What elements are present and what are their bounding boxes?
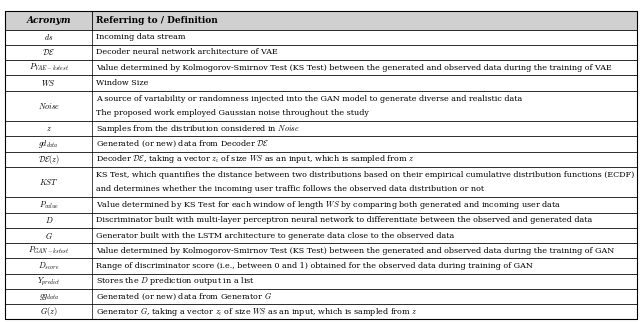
Bar xyxy=(5,90,637,121)
Text: $\mathcal{DE}$: $\mathcal{DE}$ xyxy=(42,47,55,57)
Text: Samples from the distribution considered in $Noise$: Samples from the distribution considered… xyxy=(96,123,300,135)
Text: Incoming data stream: Incoming data stream xyxy=(96,33,186,41)
Text: Value determined by KS Test for each window of length $WS$ by comparing both gen: Value determined by KS Test for each win… xyxy=(96,199,561,211)
Text: $P_{VAE-kstest}$: $P_{VAE-kstest}$ xyxy=(29,62,68,73)
Text: $G$: $G$ xyxy=(45,230,53,241)
Text: Range of discriminator score (i.e., between 0 and 1) obtained for the observed d: Range of discriminator score (i.e., betw… xyxy=(96,262,533,270)
Text: A source of variability or randomness injected into the GAN model to generate di: A source of variability or randomness in… xyxy=(96,95,522,103)
Bar xyxy=(5,304,637,319)
Bar xyxy=(5,11,637,30)
Text: $gd_{data}$: $gd_{data}$ xyxy=(38,138,59,150)
Bar xyxy=(5,152,637,167)
Text: Acronym: Acronym xyxy=(26,16,71,25)
Text: $ds$: $ds$ xyxy=(44,32,54,42)
Text: KS Test, which quantifies the distance between two distributions based on their : KS Test, which quantifies the distance b… xyxy=(96,171,635,179)
Bar xyxy=(5,60,637,75)
Text: $D$: $D$ xyxy=(45,215,53,225)
Text: Generator $G$, taking a vector $z_i$ of size $WS$ as an input, which is sampled : Generator $G$, taking a vector $z_i$ of … xyxy=(96,305,418,318)
Text: $WS$: $WS$ xyxy=(42,78,56,88)
Bar xyxy=(5,121,637,136)
Text: $\mathcal{DE}(z)$: $\mathcal{DE}(z)$ xyxy=(38,153,60,166)
Text: Referring to / Definition: Referring to / Definition xyxy=(96,16,218,25)
Text: Generator built with the LSTM architecture to generate data close to the observe: Generator built with the LSTM architectu… xyxy=(96,232,454,240)
Text: $gg_{data}$: $gg_{data}$ xyxy=(38,291,59,301)
Text: Stores the $D$ prediction output in a list: Stores the $D$ prediction output in a li… xyxy=(96,275,255,287)
Text: $D_{score}$: $D_{score}$ xyxy=(38,260,60,272)
Bar xyxy=(5,167,637,197)
Text: Window Size: Window Size xyxy=(96,79,148,87)
Text: $P_{GAN-kstest}$: $P_{GAN-kstest}$ xyxy=(28,245,70,256)
Text: and determines whether the incoming user traffic follows the observed data distr: and determines whether the incoming user… xyxy=(96,185,484,193)
Bar xyxy=(5,274,637,289)
Text: $G(z)$: $G(z)$ xyxy=(40,305,58,318)
Text: The proposed work employed Gaussian noise throughout the study: The proposed work employed Gaussian nois… xyxy=(96,109,369,117)
Bar xyxy=(5,75,637,90)
Bar xyxy=(5,243,637,258)
Text: $Y_{predict}$: $Y_{predict}$ xyxy=(37,275,61,287)
Text: $P_{value}$: $P_{value}$ xyxy=(38,199,59,211)
Text: Generated (or new) data from Decoder $\mathcal{DE}$: Generated (or new) data from Decoder $\m… xyxy=(96,139,269,149)
Bar xyxy=(5,228,637,243)
Text: Decoder $\mathcal{DE}$, taking a vector $z_i$ of size $WS$ as an input, which is: Decoder $\mathcal{DE}$, taking a vector … xyxy=(96,153,415,165)
Bar xyxy=(5,136,637,152)
Bar xyxy=(5,289,637,304)
Bar xyxy=(5,258,637,274)
Text: Generated (or new) data from Generator $G$: Generated (or new) data from Generator $… xyxy=(96,291,273,302)
Bar xyxy=(5,30,637,45)
Bar xyxy=(5,197,637,213)
Text: $Noise$: $Noise$ xyxy=(38,101,60,111)
Text: Value determined by Kolmogorov-Smirnov Test (KS Test) between the generated and : Value determined by Kolmogorov-Smirnov T… xyxy=(96,64,612,72)
Text: Discriminator built with multi-layer perceptron neural network to differentiate : Discriminator built with multi-layer per… xyxy=(96,216,593,224)
Bar xyxy=(5,213,637,228)
Text: $KST$: $KST$ xyxy=(39,177,58,187)
Text: Decoder neural network architecture of VAE: Decoder neural network architecture of V… xyxy=(96,48,278,56)
Bar xyxy=(5,45,637,60)
Text: $z$: $z$ xyxy=(46,125,52,133)
Text: Value determined by Kolmogorov-Smirnov Test (KS Test) between the generated and : Value determined by Kolmogorov-Smirnov T… xyxy=(96,247,614,255)
